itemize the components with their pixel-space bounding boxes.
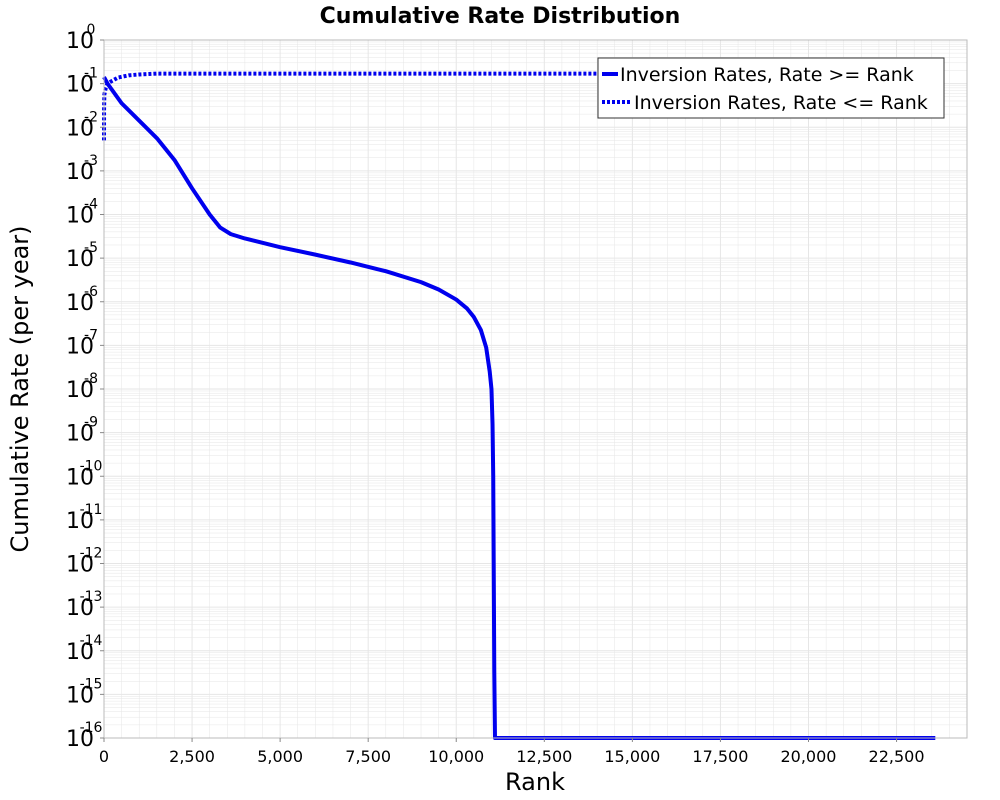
legend-label-rate-gte-rank: Inversion Rates, Rate >= Rank	[620, 64, 914, 86]
x-tick-label: 10,000	[428, 747, 484, 766]
y-tick-exponent: -8	[84, 371, 98, 387]
y-tick-label: 10-8	[66, 371, 98, 403]
y-tick-exponent: -9	[84, 415, 98, 431]
x-tick-label: 5,000	[257, 747, 303, 766]
y-tick-label: 10-10	[66, 458, 102, 490]
y-tick-base: 10	[66, 73, 94, 98]
y-tick-base: 10	[66, 29, 94, 54]
y-tick-base: 10	[66, 334, 94, 359]
y-tick-base: 10	[66, 596, 94, 621]
y-tick-label: 100	[66, 22, 95, 54]
series-line-rate-lte-rank	[102, 71, 936, 141]
y-tick-exponent: -15	[80, 676, 103, 692]
y-tick-exponent: -16	[80, 720, 103, 736]
y-tick-base: 10	[66, 640, 94, 665]
y-tick-base: 10	[66, 422, 94, 447]
y-tick-label: 10-6	[66, 284, 98, 316]
grid-lines	[103, 40, 968, 739]
y-tick-exponent: -11	[80, 502, 103, 518]
y-tick-exponent: 0	[87, 22, 96, 38]
y-tick-base: 10	[66, 291, 94, 316]
y-tick-exponent: -2	[84, 109, 98, 125]
y-tick-label: 10-15	[66, 676, 102, 708]
y-axis-label: Cumulative Rate (per year)	[6, 225, 34, 552]
legend: Inversion Rates, Rate >= Rank Inversion …	[597, 57, 945, 119]
y-tick-base: 10	[66, 465, 94, 490]
y-tick-exponent: -1	[84, 66, 98, 82]
series-layer	[102, 71, 936, 740]
y-tick-label: 10-12	[66, 546, 102, 578]
y-tick-exponent: -4	[84, 197, 98, 213]
x-tick-label: 15,000	[604, 747, 660, 766]
y-tick-exponent: -5	[84, 240, 98, 256]
x-tick-label: 0	[99, 747, 109, 766]
y-tick-exponent: -13	[80, 589, 103, 605]
y-tick-base: 10	[66, 378, 94, 403]
y-tick-label: 10-9	[66, 415, 98, 447]
y-tick-base: 10	[66, 683, 94, 708]
y-tick-label: 10-2	[66, 109, 98, 141]
y-tick-exponent: -14	[80, 633, 103, 649]
y-tick-label: 10-4	[66, 197, 98, 229]
y-axis-ticks: 10010-110-210-310-410-510-610-710-810-91…	[66, 22, 104, 752]
y-tick-exponent: -10	[80, 458, 103, 474]
y-tick-exponent: -6	[84, 284, 98, 300]
x-tick-label: 2,500	[169, 747, 215, 766]
y-tick-label: 10-14	[66, 633, 103, 665]
legend-box	[597, 57, 945, 119]
x-axis-ticks: 0 2,500 5,000 7,500 10,000 12,500 15,000 17,500…	[99, 738, 925, 766]
y-tick-exponent: -3	[84, 153, 98, 169]
x-tick-label: 22,500	[869, 747, 925, 766]
x-tick-label: 12,500	[516, 747, 572, 766]
y-tick-label: 10-16	[66, 720, 103, 752]
y-tick-base: 10	[66, 247, 94, 272]
y-tick-label: 10-5	[66, 240, 98, 272]
y-tick-base: 10	[66, 116, 94, 141]
x-tick-label: 7,500	[345, 747, 391, 766]
y-tick-base: 10	[66, 553, 94, 578]
y-tick-exponent: -12	[80, 546, 103, 562]
y-tick-label: 10-11	[66, 502, 102, 534]
legend-label-rate-lte-rank: Inversion Rates, Rate <= Rank	[634, 92, 928, 114]
y-tick-base: 10	[66, 727, 94, 752]
y-tick-base: 10	[66, 509, 94, 534]
x-tick-label: 17,500	[692, 747, 748, 766]
y-tick-label: 10-13	[66, 589, 102, 621]
x-axis-label: Rank	[505, 768, 565, 796]
y-tick-label: 10-1	[66, 66, 98, 98]
y-tick-base: 10	[66, 204, 94, 229]
x-tick-label: 20,000	[780, 747, 836, 766]
y-tick-exponent: -7	[84, 327, 98, 343]
series-line-rate-gte-rank	[102, 76, 936, 740]
y-tick-base: 10	[66, 160, 94, 185]
y-tick-label: 10-3	[66, 153, 98, 185]
chart-title: Cumulative Rate Distribution	[320, 4, 681, 29]
y-tick-label: 10-7	[66, 327, 98, 359]
